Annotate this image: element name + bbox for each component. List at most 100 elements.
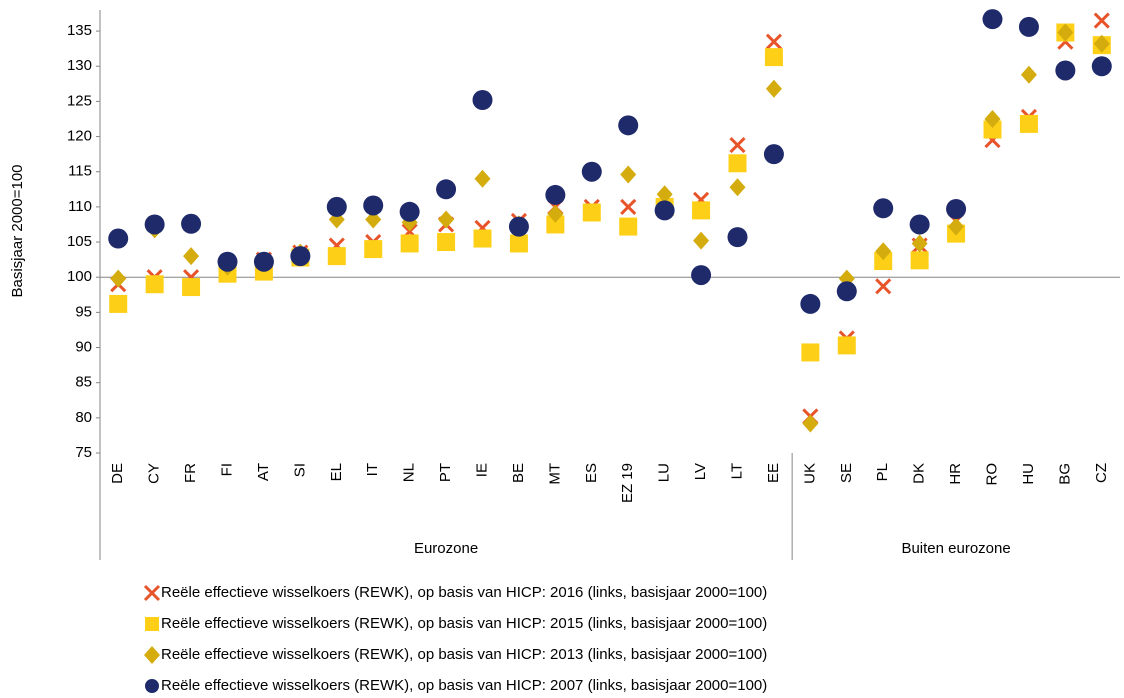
x-tick-label: IT bbox=[364, 463, 381, 476]
point bbox=[1093, 34, 1110, 53]
point bbox=[801, 343, 820, 362]
point bbox=[620, 198, 637, 215]
point bbox=[473, 229, 492, 248]
point bbox=[911, 234, 928, 253]
point bbox=[438, 210, 455, 229]
legend-label: Reële effectieve wisselkoers (REWK), op … bbox=[161, 584, 767, 601]
x-tick-label: RO bbox=[983, 463, 1000, 486]
point bbox=[620, 165, 637, 184]
point bbox=[1093, 12, 1110, 29]
x-tick-label: BE bbox=[510, 463, 527, 483]
point bbox=[1018, 16, 1039, 37]
point bbox=[365, 210, 382, 229]
y-tick-label: 100 bbox=[67, 268, 92, 285]
point bbox=[326, 196, 347, 217]
x-tick-label: CZ bbox=[1093, 463, 1110, 483]
point bbox=[582, 203, 601, 222]
point bbox=[472, 90, 493, 111]
x-tick-label: EZ 19 bbox=[619, 463, 636, 503]
point bbox=[654, 200, 675, 221]
legend-label: Reële effectieve wisselkoers (REWK), op … bbox=[161, 615, 767, 632]
point bbox=[763, 144, 784, 165]
point bbox=[764, 48, 783, 67]
x-tick-label: EE bbox=[765, 463, 782, 483]
legend-marker bbox=[145, 617, 159, 631]
point bbox=[693, 231, 710, 250]
point bbox=[765, 33, 782, 50]
point bbox=[729, 136, 746, 154]
point bbox=[110, 269, 127, 288]
point bbox=[982, 9, 1003, 30]
point bbox=[656, 185, 673, 204]
point bbox=[363, 195, 384, 216]
point bbox=[875, 278, 892, 295]
x-tick-label: ES bbox=[583, 463, 600, 483]
point bbox=[873, 198, 894, 219]
x-tick-label: CY bbox=[146, 463, 163, 484]
point bbox=[984, 109, 1001, 128]
point bbox=[1057, 23, 1074, 42]
x-tick-label: SI bbox=[291, 463, 308, 477]
point bbox=[109, 294, 128, 313]
point bbox=[618, 115, 639, 136]
y-tick-label: 105 bbox=[67, 233, 92, 250]
point bbox=[800, 293, 821, 314]
point bbox=[436, 179, 457, 200]
legend-label: Reële effectieve wisselkoers (REWK), op … bbox=[161, 646, 767, 663]
legend-marker bbox=[145, 679, 159, 693]
y-tick-label: 130 bbox=[67, 57, 92, 74]
point bbox=[545, 184, 566, 205]
x-tick-label: LU bbox=[656, 463, 673, 482]
x-tick-label: AT bbox=[255, 463, 272, 481]
y-tick-label: 85 bbox=[75, 374, 92, 391]
point bbox=[508, 216, 529, 237]
point bbox=[217, 251, 238, 272]
point bbox=[183, 247, 200, 266]
point bbox=[765, 79, 782, 98]
point bbox=[145, 275, 164, 294]
x-tick-label: EL bbox=[328, 463, 345, 481]
x-tick-label: BG bbox=[1056, 463, 1073, 485]
y-tick-label: 125 bbox=[67, 92, 92, 109]
point bbox=[437, 233, 456, 252]
point bbox=[144, 214, 165, 235]
x-tick-label: DE bbox=[109, 463, 126, 484]
point bbox=[874, 252, 893, 271]
point bbox=[692, 201, 711, 220]
point bbox=[546, 215, 565, 234]
point bbox=[547, 204, 564, 223]
point bbox=[182, 278, 201, 297]
legend-marker bbox=[144, 646, 160, 664]
point bbox=[327, 247, 346, 266]
x-tick-label: NL bbox=[401, 463, 418, 482]
x-tick-label: PL bbox=[874, 463, 891, 481]
point bbox=[108, 228, 129, 249]
point bbox=[1055, 60, 1076, 81]
point bbox=[946, 198, 967, 219]
group-label: Buiten eurozone bbox=[901, 540, 1010, 557]
point bbox=[1019, 114, 1038, 133]
x-tick-label: PT bbox=[437, 463, 454, 482]
point bbox=[729, 178, 746, 197]
point bbox=[619, 217, 638, 236]
y-tick-label: 120 bbox=[67, 128, 92, 145]
point bbox=[727, 227, 748, 248]
point bbox=[253, 251, 274, 272]
x-tick-label: DK bbox=[911, 463, 928, 484]
x-tick-label: FR bbox=[182, 463, 199, 483]
x-tick-label: FI bbox=[218, 463, 235, 476]
x-tick-label: SE bbox=[838, 463, 855, 483]
point bbox=[364, 240, 383, 259]
point bbox=[909, 214, 930, 235]
point bbox=[691, 265, 712, 286]
point bbox=[875, 242, 892, 261]
y-tick-label: 90 bbox=[75, 338, 92, 355]
point bbox=[1091, 56, 1112, 77]
y-tick-label: 135 bbox=[67, 22, 92, 39]
point bbox=[948, 217, 965, 236]
legend-marker bbox=[143, 584, 161, 602]
group-label: Eurozone bbox=[414, 540, 478, 557]
x-tick-label: HR bbox=[947, 463, 964, 485]
y-axis-label: Basisjaar 2000=100 bbox=[9, 164, 26, 297]
